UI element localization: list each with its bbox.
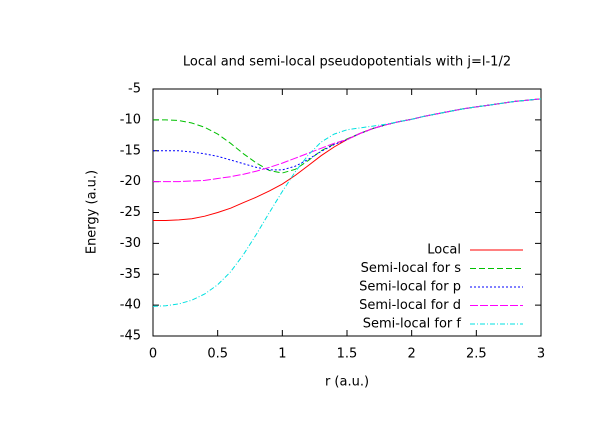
y-tick-label: -30: [120, 236, 141, 251]
legend-label: Semi-local for p: [359, 280, 461, 295]
series-line: [152, 98, 542, 307]
series-line: [153, 98, 542, 221]
series-line: [153, 98, 542, 174]
legend-label: Local: [427, 243, 461, 258]
series-line: [153, 98, 542, 171]
x-tick-label: 0.5: [207, 347, 228, 362]
x-tick-label: 2.5: [466, 347, 487, 362]
y-tick-label: -15: [120, 143, 141, 158]
x-tick-label: 0: [149, 347, 157, 362]
y-axis-label: Energy (a.u.): [85, 170, 100, 254]
chart-title: Local and semi-local pseudopotentials wi…: [183, 55, 511, 70]
plot-border: [152, 88, 542, 337]
x-tick-label: 3: [537, 347, 545, 362]
series-line: [153, 98, 542, 183]
x-tick-label: 1: [278, 347, 286, 362]
legend-label: Semi-local for f: [363, 317, 462, 332]
x-axis-label: r (a.u.): [325, 375, 369, 390]
y-tick-label: -40: [120, 298, 141, 313]
y-tick-label: -25: [120, 205, 141, 220]
legend-label: Semi-local for s: [361, 261, 462, 276]
y-tick-label: -20: [120, 174, 141, 189]
y-tick-label: -35: [120, 267, 141, 282]
legend-label: Semi-local for d: [359, 298, 461, 313]
y-tick-label: -45: [120, 329, 141, 344]
y-tick-label: -10: [120, 112, 141, 127]
x-tick-label: 1.5: [337, 347, 358, 362]
y-tick-label: -5: [128, 82, 141, 97]
x-tick-label: 2: [408, 347, 416, 362]
